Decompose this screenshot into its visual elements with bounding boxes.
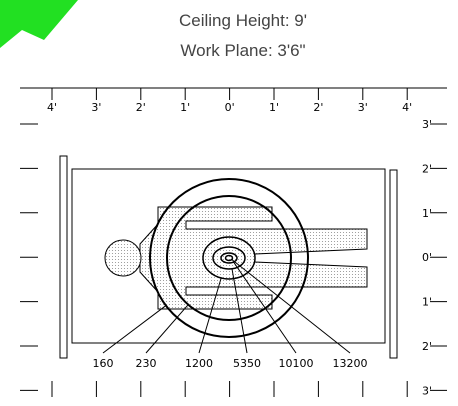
work-plane: Work Plane: 3'6" xyxy=(180,41,305,60)
ceiling-height: Ceiling Height: 9' xyxy=(179,11,307,30)
diagram: Ceiling Height: 9' Work Plane: 3'6" 4' 3'… xyxy=(0,0,458,406)
top-axis-label: 2' xyxy=(136,101,146,114)
top-axis-label: 1' xyxy=(269,101,279,114)
right-axis-label: 2' xyxy=(422,340,432,353)
left-bench xyxy=(60,156,67,358)
right-axis-label: 2' xyxy=(422,162,432,175)
leader-line xyxy=(199,278,221,353)
frame xyxy=(20,88,447,358)
contour-label: 160 xyxy=(93,357,114,370)
top-axis-label: 4' xyxy=(402,101,412,114)
top-axis-label: 4' xyxy=(47,101,57,114)
top-axis-label: 0' xyxy=(225,101,235,114)
right-bench xyxy=(390,170,397,358)
right-axis-label: 0' xyxy=(422,251,432,264)
contour-label: 13200 xyxy=(333,357,368,370)
person-body xyxy=(140,207,367,309)
contour-label: 10100 xyxy=(279,357,314,370)
right-axis-label: 3' xyxy=(422,118,432,131)
leader-line xyxy=(146,305,188,353)
top-axis-label: 1' xyxy=(180,101,190,114)
logo-fragment xyxy=(0,0,78,48)
top-axis-label: 3' xyxy=(91,101,101,114)
contour-label: 230 xyxy=(136,357,157,370)
right-axis-label: 3' xyxy=(422,384,432,397)
person-head xyxy=(105,240,141,276)
contour-label: 1200 xyxy=(185,357,213,370)
page: Ceiling Height: 9' Work Plane: 3'6" 4' 3'… xyxy=(0,0,458,406)
right-axis-label: 1' xyxy=(422,296,432,309)
top-axis-label: 3' xyxy=(358,101,368,114)
right-axis-label: 1' xyxy=(422,207,432,220)
top-axis-label: 2' xyxy=(313,101,323,114)
contour-label: 5350 xyxy=(233,357,261,370)
leader-line xyxy=(103,306,166,353)
